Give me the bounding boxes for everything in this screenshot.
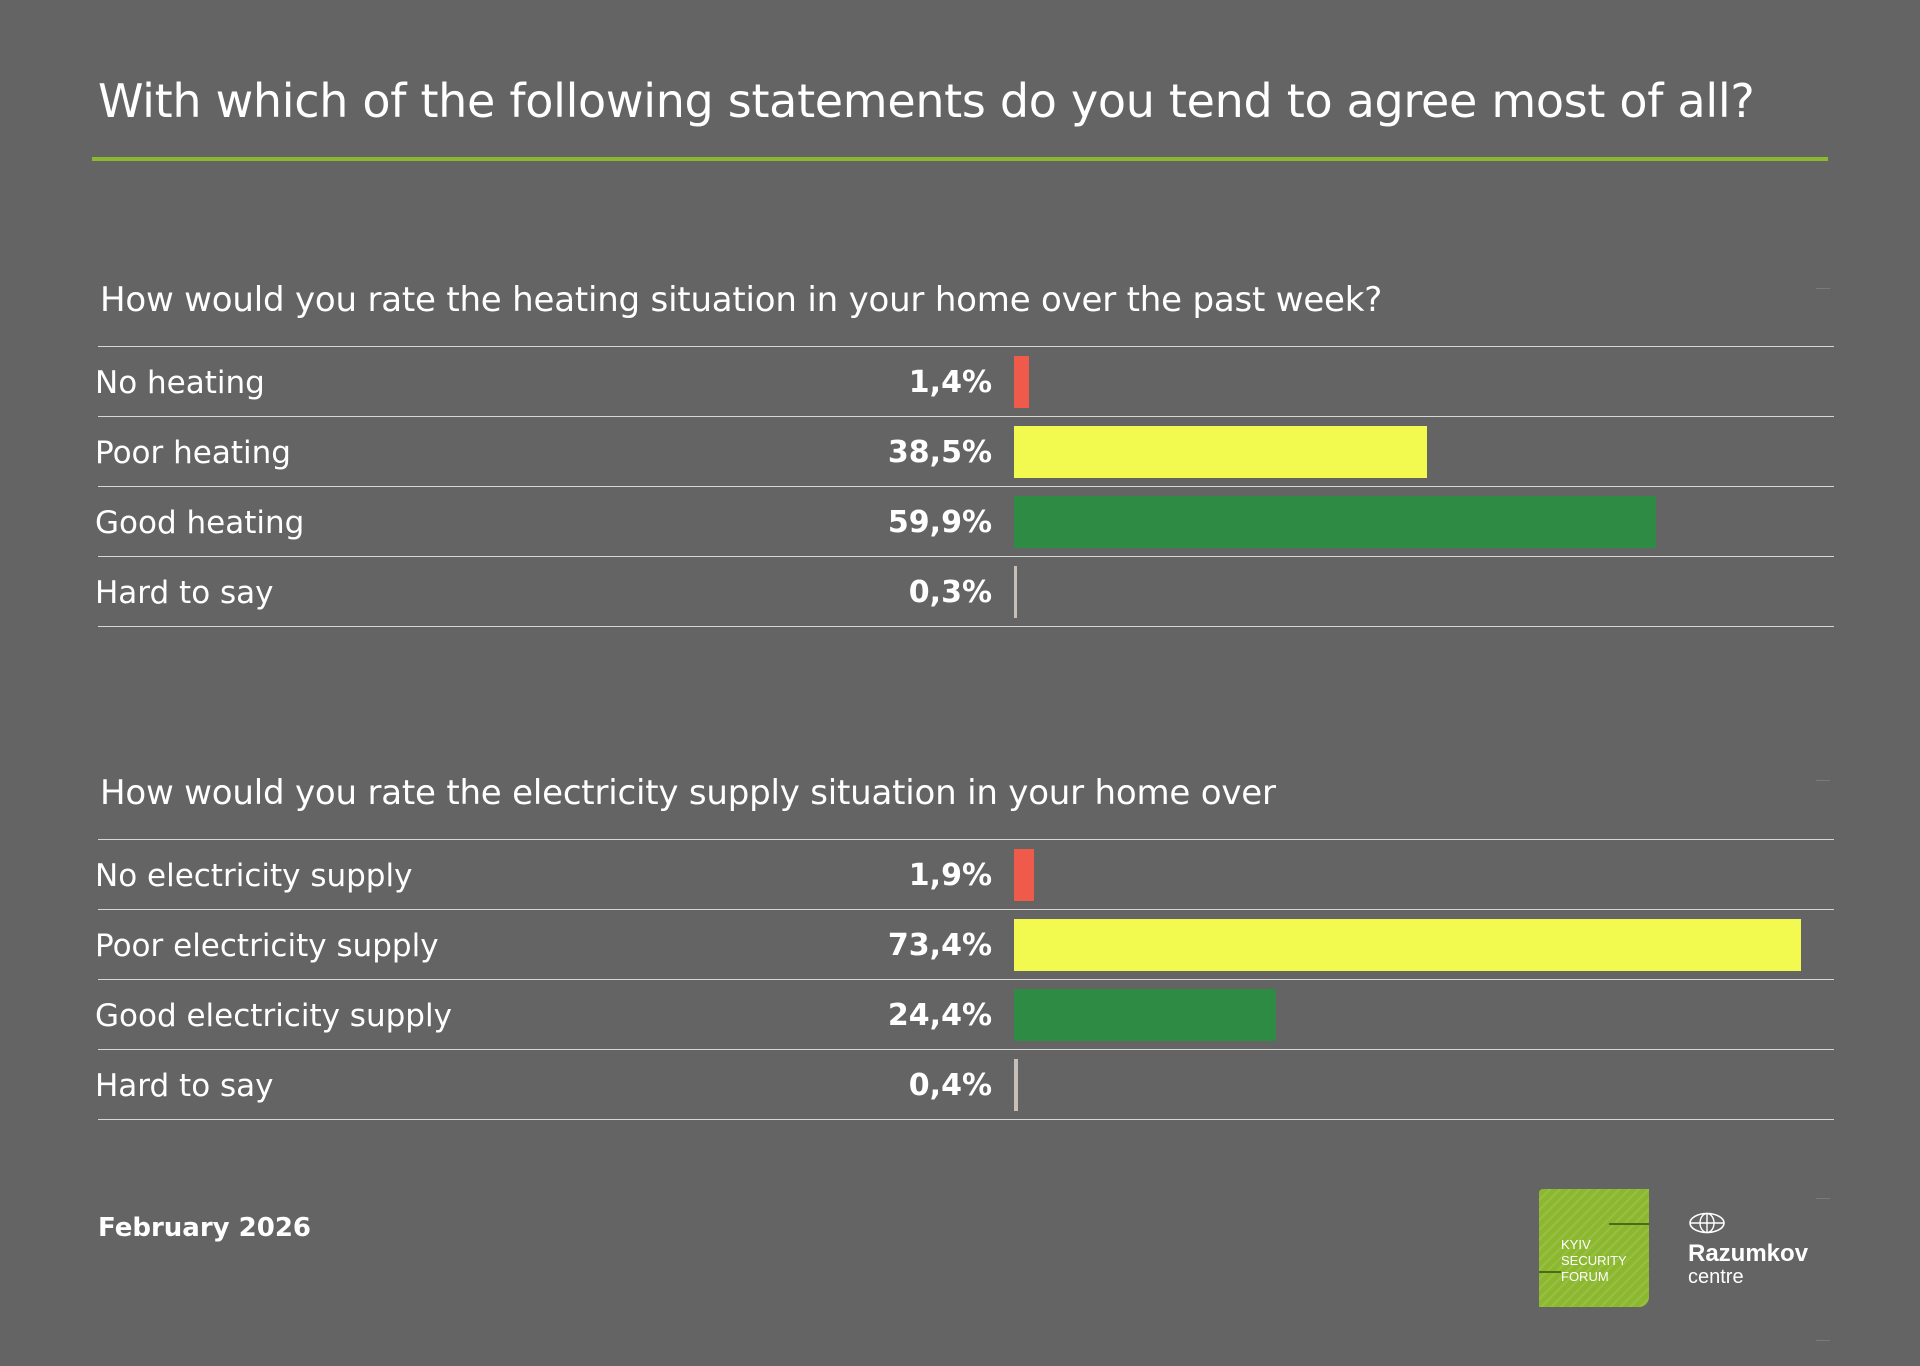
electricity-chart-title: How would you rate the electricity suppl…: [100, 773, 1276, 813]
table-row: Good electricity supply 24,4%: [95, 980, 1834, 1050]
table-row: No electricity supply 1,9%: [95, 840, 1834, 910]
bar: [1014, 1059, 1019, 1111]
bar: [1014, 496, 1657, 548]
bar: [1014, 989, 1276, 1041]
value-label: 1,9%: [908, 858, 992, 893]
value-label: 0,3%: [908, 575, 992, 610]
logo-line: [1539, 1271, 1561, 1273]
title-divider: [92, 157, 1828, 161]
ksf-logo-line2: SECURITY: [1561, 1253, 1627, 1268]
decorative-tick: [1816, 780, 1830, 781]
bar: [1014, 566, 1018, 618]
category-label: Poor heating: [95, 435, 291, 471]
razumkov-sub: centre: [1688, 1266, 1744, 1288]
globe-icon: [1689, 1212, 1725, 1234]
table-row: Poor electricity supply 73,4%: [95, 910, 1834, 980]
bar: [1014, 849, 1035, 901]
heating-rows: No heating 1,4% Poor heating 38,5% Good …: [95, 346, 1834, 627]
electricity-rows: No electricity supply 1,9% Poor electric…: [95, 839, 1834, 1120]
decorative-tick: [1816, 1198, 1830, 1199]
value-label: 59,9%: [887, 505, 992, 540]
table-row: Poor heating 38,5%: [95, 417, 1834, 487]
table-row: Hard to say 0,3%: [95, 557, 1834, 627]
razumkov-name: Razumkov: [1688, 1240, 1809, 1267]
bar: [1014, 356, 1029, 408]
value-label: 1,4%: [908, 365, 992, 400]
table-row: No heating 1,4%: [95, 347, 1834, 417]
value-label: 73,4%: [887, 928, 992, 963]
kyiv-security-forum-logo: KYIV SECURITY FORUM: [1539, 1189, 1649, 1307]
category-label: No electricity supply: [95, 858, 413, 894]
value-label: 24,4%: [887, 998, 992, 1033]
value-label: 0,4%: [908, 1068, 992, 1103]
logo-line: [1609, 1223, 1649, 1225]
table-row: Good heating 59,9%: [95, 487, 1834, 557]
category-label: Hard to say: [95, 575, 274, 611]
ksf-logo-line1: KYIV: [1561, 1237, 1591, 1252]
table-row: Hard to say 0,4%: [95, 1050, 1834, 1120]
ksf-logo-text: KYIV SECURITY FORUM: [1561, 1237, 1627, 1285]
decorative-tick: [1816, 288, 1830, 289]
bar: [1014, 426, 1427, 478]
date-label: February 2026: [98, 1213, 312, 1243]
category-label: Poor electricity supply: [95, 928, 439, 964]
category-label: Hard to say: [95, 1068, 274, 1104]
value-label: 38,5%: [887, 435, 992, 470]
ksf-logo-line3: FORUM: [1561, 1269, 1609, 1284]
category-label: Good heating: [95, 505, 305, 541]
bar: [1014, 919, 1801, 971]
page-title: With which of the following statements d…: [98, 74, 1755, 128]
decorative-tick: [1816, 1340, 1830, 1341]
category-label: No heating: [95, 365, 265, 401]
heating-chart-title: How would you rate the heating situation…: [100, 280, 1383, 320]
category-label: Good electricity supply: [95, 998, 452, 1034]
